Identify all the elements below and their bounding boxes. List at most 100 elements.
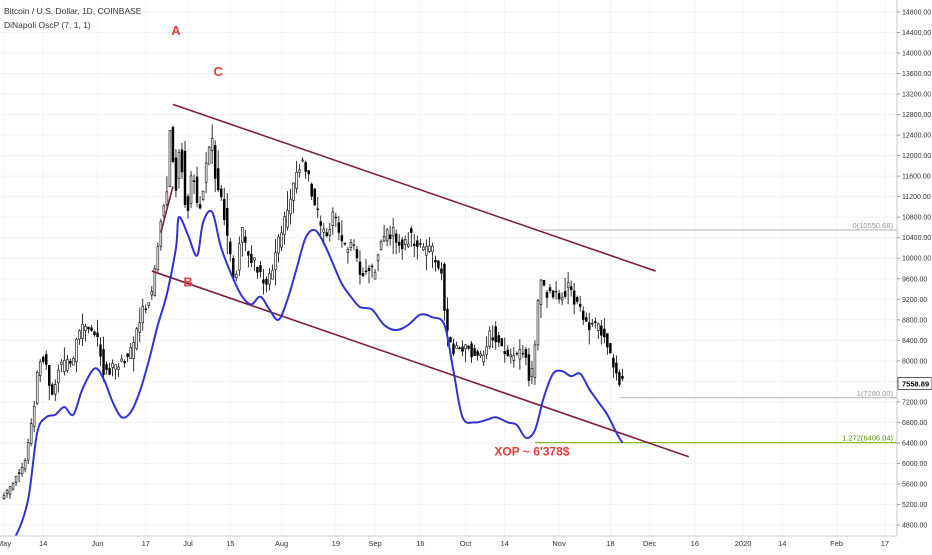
candle (524, 346, 528, 366)
candle-body (244, 236, 247, 243)
price-tick-label: 9200.00 (902, 297, 927, 304)
candle-body (141, 305, 145, 323)
candle-body (615, 362, 618, 374)
candle-body (63, 360, 66, 372)
candle (192, 174, 196, 195)
candle-body (485, 346, 488, 355)
label-xop: XOP ~ 6'378$ (494, 445, 569, 459)
indicator-title[interactable]: DiNapoli OscP (7, 1, 1) (4, 20, 91, 30)
candle-body (90, 327, 93, 331)
candle (494, 321, 497, 350)
candle (584, 312, 588, 322)
candle-body (554, 290, 558, 293)
candle (54, 379, 57, 401)
candle-body (99, 344, 102, 357)
candle-body (310, 183, 313, 197)
candle (238, 236, 241, 276)
candle (337, 215, 341, 241)
candle (603, 318, 606, 344)
candle (20, 462, 24, 477)
candle-body (250, 253, 253, 263)
candle (168, 130, 172, 188)
candle-body (44, 354, 48, 365)
candle-body (253, 257, 256, 261)
candle-body (491, 337, 494, 341)
candle-body (591, 322, 594, 325)
channel-middle-line[interactable] (160, 186, 174, 233)
candle-body (425, 246, 428, 256)
price-tick-label: 13600.00 (902, 71, 931, 78)
candle (29, 418, 33, 447)
candle (578, 295, 582, 312)
candle (120, 354, 123, 363)
candle-body (413, 243, 416, 246)
candle-body (609, 343, 612, 354)
candle-body (557, 293, 561, 300)
candle (416, 235, 419, 260)
candle-body (48, 364, 51, 386)
candle (259, 261, 262, 278)
candle (594, 317, 597, 329)
candle-body (35, 372, 39, 404)
candle-body (60, 361, 63, 365)
candle-body (512, 355, 516, 361)
candle (114, 364, 117, 380)
trend-channel[interactable] (151, 103, 690, 458)
candle-body (410, 228, 413, 233)
price-tick-label: 11600.00 (902, 174, 931, 181)
candle (307, 170, 310, 182)
candle (253, 257, 256, 272)
candle-body (458, 347, 461, 350)
candle (597, 322, 600, 339)
candle-body (147, 302, 151, 306)
candle-body (235, 273, 238, 278)
candle (518, 339, 522, 370)
candle (241, 227, 244, 257)
candle (352, 239, 356, 251)
time-tick-label: Jun (91, 539, 103, 548)
candle (14, 475, 18, 487)
candle (298, 164, 301, 178)
candle (554, 281, 558, 300)
candle-body (138, 322, 141, 333)
candle-body (171, 127, 175, 162)
candle (485, 336, 488, 360)
channel-lower-line[interactable] (151, 270, 690, 458)
candle (621, 368, 624, 382)
candle (461, 340, 464, 357)
candle (419, 238, 422, 248)
candle (247, 250, 250, 268)
price-axis-bg (897, 0, 932, 550)
level-0-label: 0(10550.68) (853, 221, 894, 230)
candle (470, 340, 473, 363)
time-tick-label: 18 (606, 539, 614, 548)
candle-body (428, 245, 431, 252)
candle (292, 182, 295, 214)
symbol-title[interactable]: Bitcoin / U.S. Dollar, 1D, COINBASE (4, 6, 142, 16)
candle (90, 324, 93, 332)
candle (268, 268, 271, 291)
candle-body (135, 328, 138, 350)
candle (455, 341, 458, 349)
candle-body (506, 349, 510, 357)
time-tick-label: 19 (332, 539, 340, 548)
candle-body (226, 207, 229, 236)
candle-body (521, 352, 525, 355)
time-tick-label: Dec (643, 539, 657, 548)
candle (334, 212, 338, 228)
channel-upper-line[interactable] (172, 103, 656, 272)
candle-body (105, 364, 108, 371)
candle (26, 438, 30, 465)
candle (612, 353, 615, 378)
candle (473, 344, 476, 357)
candle (497, 331, 500, 347)
candle-body (467, 345, 470, 349)
candle (57, 364, 60, 393)
candle (35, 370, 39, 406)
candle-body (361, 272, 365, 277)
candle (403, 235, 407, 251)
candle-body (600, 325, 603, 336)
candle (8, 485, 12, 499)
